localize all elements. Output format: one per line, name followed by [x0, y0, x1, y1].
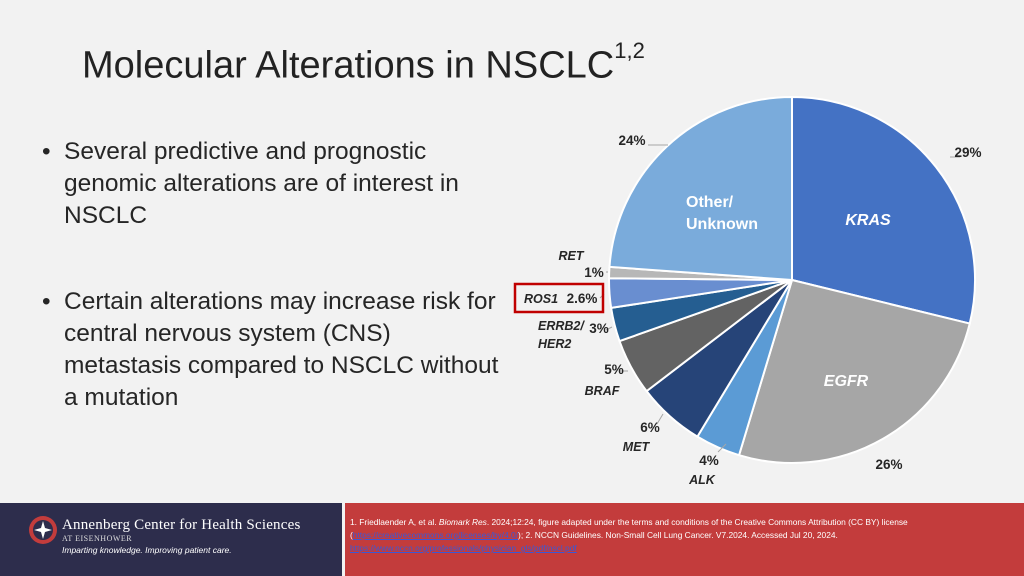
slice-name-label-ret: RET [559, 249, 585, 263]
pie-slice-egfr [737, 278, 971, 464]
footer-references [345, 503, 1024, 576]
footer: Annenberg Center for Health Sciences AT … [0, 503, 1024, 576]
slice-value-label-alk: 4% [699, 453, 719, 468]
slice-value-label-met: 6% [640, 420, 660, 435]
bullet-text: Several predictive and prognostic genomi… [64, 138, 459, 229]
bullet-item: • Several predictive and prognostic geno… [40, 136, 500, 232]
slice-name-label-alk: ALK [688, 473, 716, 487]
bullet-text: Certain alterations may increase risk fo… [64, 288, 499, 411]
slide-title: Molecular Alterations in NSCLC1,2 [82, 38, 645, 87]
nccn-link[interactable]: https://www.nccn.org/professionals/physi… [350, 543, 577, 553]
slice-name-label-errb2-her2: HER2 [538, 337, 571, 351]
slice-name-label-errb2-her2: ERRB2/ [538, 319, 585, 333]
slice-name-label-kras: KRAS [845, 212, 891, 229]
slice-name-label-other-unknown: Unknown [686, 216, 758, 233]
slice-value-label-errb2-her2: 3% [589, 321, 609, 336]
bullet-item: • Certain alterations may increase risk … [40, 286, 500, 414]
bullet-list: • Several predictive and prognostic geno… [40, 136, 500, 414]
slice-value-label-ret: 1% [584, 265, 604, 280]
slice-value-label-other-unknown: 24% [618, 133, 645, 148]
leader-line-met [656, 413, 664, 425]
references-text: 1. Friedlaender A, et al. Biomark Res. 2… [350, 517, 908, 553]
bullet-dot-icon: • [42, 288, 51, 315]
slice-value-label-egfr: 26% [875, 457, 902, 472]
highlight-box-ros1 [513, 282, 605, 314]
pie-chart: 29% KRAS 26% EGFR 4% ALK 6% MET 5% BRAF 3% ERRB2/HE… [513, 95, 982, 487]
slice-name-label-met: MET [623, 440, 651, 454]
slice-name-label-other-unknown: Other/ [686, 194, 734, 211]
slice-name-label-ros1: ROS1 [524, 292, 558, 306]
leader-line-alk [717, 443, 727, 453]
org-subtitle: AT EISENHOWER [62, 534, 133, 543]
slice-value-label-braf: 5% [604, 362, 624, 377]
title-superscript: 1,2 [614, 38, 645, 63]
slice-value-label-kras: 29% [954, 145, 981, 160]
org-tagline: Imparting knowledge. Improving patient c… [62, 545, 232, 555]
slice-name-label-egfr: EGFR [824, 373, 869, 390]
pie-slice-other-unknown [608, 95, 793, 282]
bullet-dot-icon: • [42, 138, 51, 165]
leader-line-errb2-her2 [605, 326, 613, 331]
footer-brand: Annenberg Center for Health Sciences AT … [0, 503, 342, 576]
annenberg-logo-icon [29, 516, 57, 544]
slice-value-label-ros1: 2.6% [567, 291, 598, 306]
slice-name-label-braf: BRAF [585, 384, 620, 398]
license-link[interactable]: https://creativecommons.org/licenses/by/… [352, 530, 519, 540]
pie-slice-kras [791, 95, 976, 325]
org-name: Annenberg Center for Health Sciences [62, 517, 301, 533]
